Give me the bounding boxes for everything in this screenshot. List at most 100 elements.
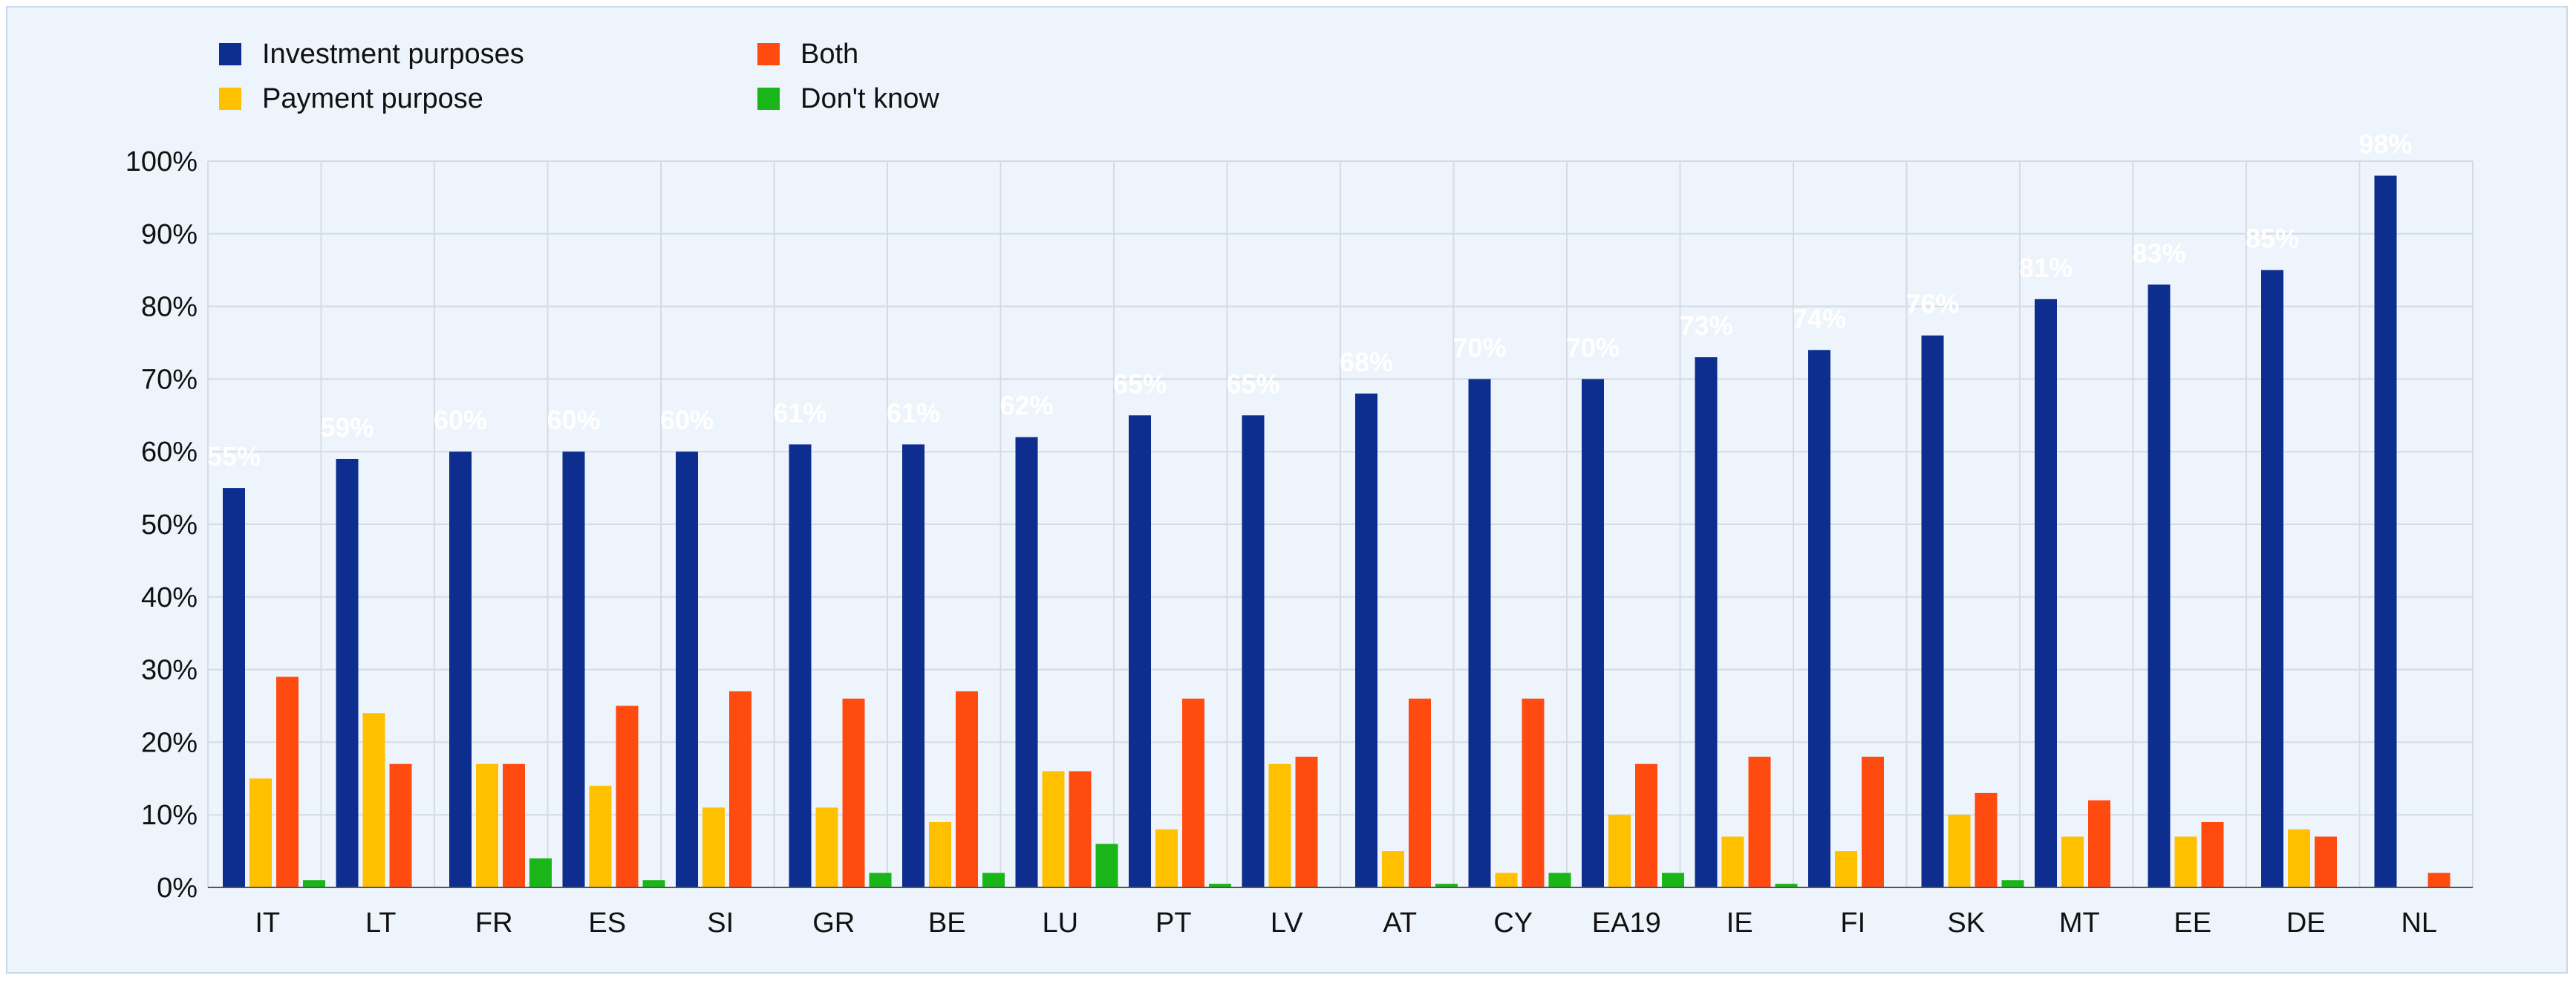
bar-don-t-know-be	[982, 873, 1005, 887]
legend-label: Payment purpose	[262, 83, 483, 114]
bar-both-it	[276, 677, 299, 887]
data-label: 60%	[660, 405, 714, 435]
bar-investment-purposes-gr	[789, 444, 812, 887]
data-label: 68%	[1340, 347, 1393, 377]
bar-payment-purpose-gr	[815, 807, 838, 887]
data-label: 60%	[547, 405, 600, 435]
bar-both-fr	[503, 763, 525, 887]
bar-don-t-know-ie	[1775, 884, 1798, 887]
bar-investment-purposes-fr	[449, 452, 472, 887]
y-tick-label: 100%	[125, 146, 198, 177]
legend-swatch	[757, 43, 780, 65]
bar-both-lv	[1295, 756, 1318, 887]
data-label: 61%	[773, 397, 826, 428]
x-tick-label: FR	[475, 907, 513, 939]
x-tick-label: IE	[1726, 907, 1753, 939]
data-label: 70%	[1566, 332, 1620, 362]
legend-label: Investment purposes	[262, 39, 524, 70]
bar-don-t-know-pt	[1209, 884, 1231, 887]
bar-both-ie	[1748, 756, 1771, 887]
bar-don-t-know-at	[1435, 884, 1458, 887]
bar-both-nl	[2427, 873, 2451, 887]
x-tick-label: EA19	[1592, 907, 1661, 939]
y-tick-label: 60%	[141, 437, 198, 468]
x-tick-label: MT	[2059, 907, 2100, 939]
y-tick-label: 70%	[141, 364, 198, 395]
y-tick-label: 80%	[141, 292, 198, 323]
bar-payment-purpose-ee	[2174, 836, 2197, 887]
x-tick-label: SI	[707, 907, 734, 939]
bar-payment-purpose-ea19	[1608, 815, 1631, 887]
chart-frame: 0% 10% 20% 30% 40% 50% 60% 70% 80% 90% 100% IT 55% LT…	[6, 6, 2568, 974]
bar-payment-purpose-mt	[2061, 836, 2084, 887]
bar-both-lt	[389, 763, 412, 887]
bar-both-cy	[1522, 698, 1545, 887]
bar-don-t-know-sk	[2001, 880, 2024, 887]
bar-don-t-know-cy	[1548, 873, 1571, 887]
bar-chart: 0% 10% 20% 30% 40% 50% 60% 70% 80% 90% 100% IT 55% LT…	[125, 39, 2474, 939]
bar-payment-purpose-at	[1382, 851, 1404, 887]
bar-investment-purposes-lu	[1015, 437, 1038, 887]
x-tick-label: DE	[2286, 907, 2326, 939]
bar-investment-purposes-es	[562, 452, 585, 887]
bar-don-t-know-lu	[1095, 844, 1118, 887]
data-label: 65%	[1226, 368, 1279, 399]
bar-payment-purpose-lv	[1268, 763, 1291, 887]
bar-payment-purpose-sk	[1948, 815, 1971, 887]
data-label: 70%	[1452, 332, 1506, 362]
data-label: 85%	[2246, 224, 2299, 254]
y-tick-label: 40%	[141, 582, 198, 613]
bar-both-de	[2315, 836, 2337, 887]
bar-investment-purposes-nl	[2374, 175, 2397, 887]
legend-label: Both	[800, 39, 858, 70]
bar-investment-purposes-lv	[1242, 415, 1265, 887]
bar-payment-purpose-be	[929, 821, 951, 887]
data-label: 74%	[1793, 303, 1846, 333]
x-tick-label: FI	[1840, 907, 1865, 939]
x-tick-label: PT	[1155, 907, 1192, 939]
y-tick-label: 10%	[141, 800, 198, 831]
bar-investment-purposes-ea19	[1582, 379, 1604, 887]
bar-investment-purposes-at	[1355, 393, 1377, 887]
bar-both-at	[1409, 698, 1431, 887]
bar-don-t-know-ea19	[1662, 873, 1684, 887]
data-label: 59%	[320, 412, 374, 443]
y-tick-label: 0%	[157, 873, 198, 904]
x-tick-label: EE	[2174, 907, 2211, 939]
data-label: 62%	[1000, 391, 1053, 421]
bar-don-t-know-it	[303, 880, 325, 887]
x-tick-label: BE	[928, 907, 966, 939]
bar-payment-purpose-es	[589, 786, 612, 887]
bar-payment-purpose-de	[2288, 829, 2310, 887]
bar-both-si	[729, 691, 751, 887]
x-tick-label: IT	[255, 907, 280, 939]
bar-investment-purposes-fi	[1808, 350, 1830, 887]
bar-both-pt	[1182, 698, 1204, 887]
x-tick-label: LV	[1271, 907, 1303, 939]
bar-don-t-know-fr	[529, 858, 552, 887]
bar-both-gr	[842, 698, 865, 887]
data-label: 65%	[1113, 368, 1167, 399]
data-label: 60%	[434, 405, 487, 435]
bar-investment-purposes-ie	[1695, 357, 1718, 887]
bar-payment-purpose-si	[702, 807, 725, 887]
legend-label: Don't know	[800, 83, 939, 114]
y-tick-label: 50%	[141, 509, 198, 541]
bar-both-sk	[1975, 792, 1998, 887]
x-tick-label: LT	[365, 907, 397, 939]
bar-both-ea19	[1635, 763, 1657, 887]
bar-investment-purposes-sk	[1921, 335, 1944, 888]
data-label: 98%	[2358, 129, 2412, 160]
x-tick-label: SK	[1947, 907, 1985, 939]
data-label: 76%	[1905, 289, 1959, 319]
bar-payment-purpose-cy	[1495, 873, 1518, 887]
bar-investment-purposes-cy	[1468, 379, 1491, 887]
data-label: 81%	[2019, 252, 2073, 283]
bar-investment-purposes-pt	[1129, 415, 1151, 887]
bar-both-be	[956, 691, 978, 887]
bar-payment-purpose-lt	[362, 713, 385, 887]
data-label: 73%	[1679, 310, 1732, 341]
bar-both-ee	[2201, 821, 2224, 887]
legend-swatch	[757, 88, 780, 110]
data-label: 83%	[2132, 238, 2185, 268]
